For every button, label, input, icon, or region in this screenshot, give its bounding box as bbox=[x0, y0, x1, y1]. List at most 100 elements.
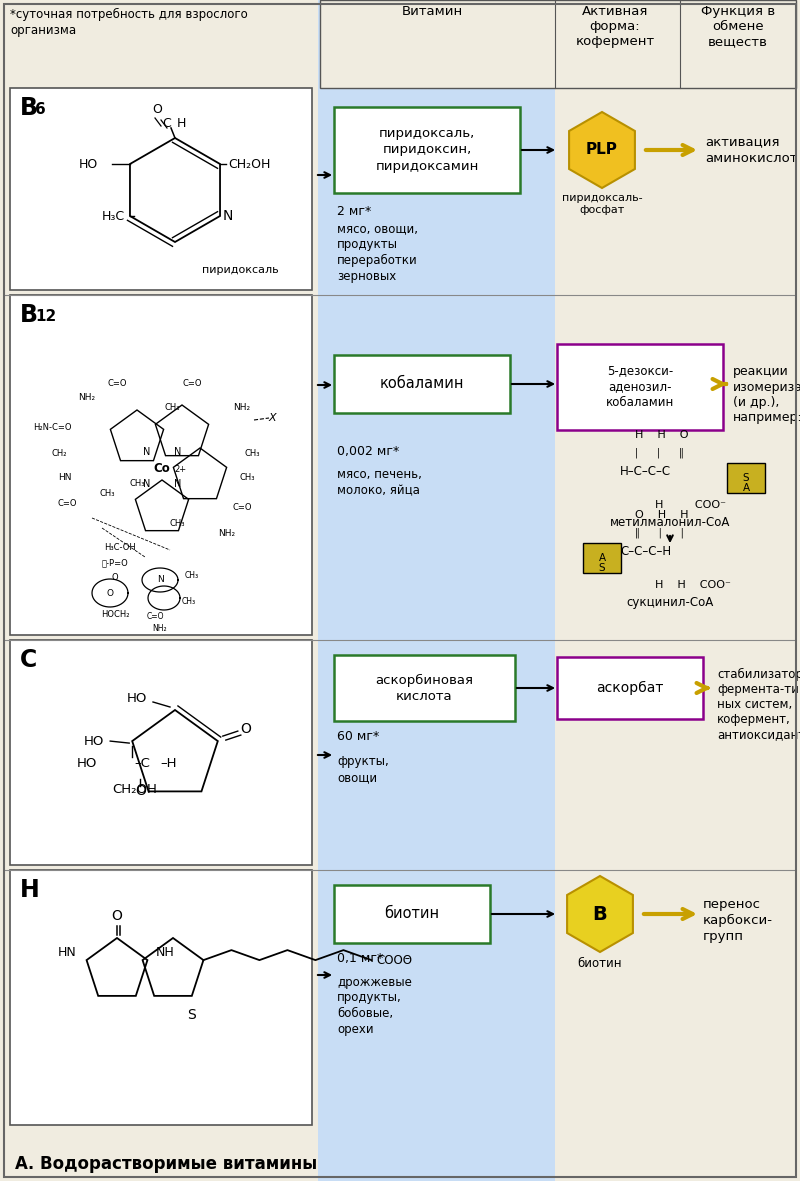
Text: NH₂: NH₂ bbox=[218, 529, 235, 537]
Text: C=O: C=O bbox=[58, 498, 77, 508]
Text: Витамин: Витамин bbox=[402, 5, 462, 18]
Text: C: C bbox=[162, 117, 171, 130]
Text: HO: HO bbox=[84, 735, 104, 748]
Text: H₃C-OH: H₃C-OH bbox=[104, 542, 136, 552]
Text: пиридоксаль: пиридоксаль bbox=[202, 265, 278, 275]
Text: NH: NH bbox=[155, 946, 174, 959]
Text: Co: Co bbox=[154, 462, 170, 475]
Text: сукцинил-CoA: сукцинил-CoA bbox=[626, 596, 714, 609]
FancyBboxPatch shape bbox=[10, 89, 312, 291]
FancyBboxPatch shape bbox=[10, 870, 312, 1125]
Text: B: B bbox=[20, 304, 38, 327]
Text: биотин: биотин bbox=[578, 957, 622, 970]
Text: H–C–C–C: H–C–C–C bbox=[620, 465, 671, 478]
Text: H    H    O: H H O bbox=[635, 430, 689, 441]
Text: C–C–C–H: C–C–C–H bbox=[620, 544, 671, 557]
Text: HN: HN bbox=[58, 946, 77, 959]
Text: C=O: C=O bbox=[107, 378, 126, 387]
Text: перенос
карбокси-
групп: перенос карбокси- групп bbox=[703, 898, 773, 944]
Text: фрукты,
овощи: фрукты, овощи bbox=[337, 755, 389, 784]
Text: O    H    H: O H H bbox=[635, 510, 689, 520]
Text: |      |      ‖: | | ‖ bbox=[635, 448, 684, 458]
Text: H         COO⁻: H COO⁻ bbox=[655, 500, 726, 510]
Bar bbox=[318, 0, 555, 1181]
Text: *суточная потребность для взрослого
организма: *суточная потребность для взрослого орга… bbox=[10, 8, 248, 37]
FancyBboxPatch shape bbox=[334, 655, 515, 720]
Text: S: S bbox=[187, 1007, 196, 1022]
Text: N: N bbox=[142, 448, 150, 457]
Text: CH₃: CH₃ bbox=[244, 449, 260, 457]
Text: мясо, печень,
молоко, яйца: мясо, печень, молоко, яйца bbox=[337, 468, 422, 497]
Text: Активная
форма:
кофермент: Активная форма: кофермент bbox=[575, 5, 654, 48]
FancyBboxPatch shape bbox=[334, 355, 510, 413]
Text: O: O bbox=[135, 784, 146, 798]
Text: 0,1 мг*: 0,1 мг* bbox=[337, 952, 383, 965]
FancyBboxPatch shape bbox=[557, 344, 723, 430]
Text: B: B bbox=[20, 96, 38, 120]
Text: N: N bbox=[157, 575, 163, 585]
Text: аскорбиновая
кислота: аскорбиновая кислота bbox=[375, 673, 474, 703]
Text: активация
аминокислот: активация аминокислот bbox=[705, 136, 798, 164]
Text: CH₂OH: CH₂OH bbox=[228, 157, 270, 170]
Text: CH₂: CH₂ bbox=[51, 449, 67, 457]
Text: H    H    COO⁻: H H COO⁻ bbox=[655, 580, 731, 590]
Text: CH₃: CH₃ bbox=[185, 570, 199, 580]
FancyBboxPatch shape bbox=[727, 463, 765, 492]
Text: O: O bbox=[111, 909, 122, 924]
Text: реакции
изомеризации
(и др.),
например:: реакции изомеризации (и др.), например: bbox=[733, 365, 800, 424]
Text: B: B bbox=[593, 905, 607, 924]
Text: A: A bbox=[742, 483, 750, 492]
Text: CH₃: CH₃ bbox=[130, 478, 145, 488]
FancyBboxPatch shape bbox=[583, 543, 621, 573]
Text: CH₂OH: CH₂OH bbox=[112, 783, 157, 796]
Text: O: O bbox=[112, 574, 118, 582]
Text: 0,002 мг*: 0,002 мг* bbox=[337, 445, 399, 458]
FancyBboxPatch shape bbox=[334, 107, 520, 193]
Text: HO: HO bbox=[77, 757, 98, 770]
Text: H₃C: H₃C bbox=[102, 209, 125, 222]
Text: COOΘ: COOΘ bbox=[377, 953, 413, 966]
Text: H: H bbox=[176, 117, 186, 130]
Text: CH₃: CH₃ bbox=[99, 489, 114, 497]
Text: A: A bbox=[598, 553, 606, 563]
Text: 60 мг*: 60 мг* bbox=[337, 730, 379, 743]
Text: NH₂: NH₂ bbox=[234, 404, 250, 412]
Text: ⓞ-P=O: ⓞ-P=O bbox=[102, 559, 128, 568]
Text: аскорбат: аскорбат bbox=[596, 681, 664, 696]
Text: CH₃: CH₃ bbox=[164, 404, 180, 412]
Text: ‖      |      |: ‖ | | bbox=[635, 528, 684, 539]
Text: 5-дезокси-
аденозил-
кобаламин: 5-дезокси- аденозил- кобаламин bbox=[606, 365, 674, 410]
Text: O: O bbox=[152, 103, 162, 116]
Polygon shape bbox=[569, 112, 635, 188]
FancyBboxPatch shape bbox=[10, 295, 312, 635]
Text: O: O bbox=[240, 722, 251, 736]
Text: X: X bbox=[268, 413, 276, 423]
Text: CH₃: CH₃ bbox=[239, 474, 254, 483]
Text: кобаламин: кобаламин bbox=[380, 377, 464, 391]
Text: –H: –H bbox=[160, 757, 177, 770]
Text: стабилизатор
фермента-тив-
ных систем,
кофермент,
антиоксидант: стабилизатор фермента-тив- ных систем, к… bbox=[717, 668, 800, 742]
Text: А. Водорастворимые витамины: А. Водорастворимые витамины bbox=[15, 1155, 318, 1173]
Text: N: N bbox=[223, 209, 234, 223]
Text: дрожжевые
продукты,
бобовые,
орехи: дрожжевые продукты, бобовые, орехи bbox=[337, 976, 412, 1036]
Text: метилмалонил-CoA: метилмалонил-CoA bbox=[610, 516, 730, 529]
Text: H: H bbox=[20, 877, 40, 902]
Text: NH₂: NH₂ bbox=[78, 393, 95, 403]
Text: HN: HN bbox=[58, 474, 72, 483]
Text: мясо, овощи,
продукты
переработки
зерновых: мясо, овощи, продукты переработки зернов… bbox=[337, 222, 418, 283]
Text: S: S bbox=[742, 474, 750, 483]
Text: N: N bbox=[174, 478, 182, 489]
Polygon shape bbox=[567, 876, 633, 952]
FancyBboxPatch shape bbox=[320, 0, 796, 89]
Text: C=O: C=O bbox=[232, 503, 252, 513]
Text: C=O: C=O bbox=[182, 378, 202, 387]
FancyBboxPatch shape bbox=[557, 657, 703, 719]
Text: HOCH₂: HOCH₂ bbox=[101, 611, 130, 619]
Text: N: N bbox=[142, 478, 150, 489]
Text: S: S bbox=[598, 563, 606, 573]
Text: CH₃: CH₃ bbox=[182, 598, 196, 607]
Text: C=O: C=O bbox=[146, 612, 164, 621]
Text: N: N bbox=[174, 448, 182, 457]
Text: 6: 6 bbox=[35, 102, 46, 117]
Text: пиридоксаль,
пиридоксин,
пиридоксамин: пиридоксаль, пиридоксин, пиридоксамин bbox=[375, 128, 478, 172]
